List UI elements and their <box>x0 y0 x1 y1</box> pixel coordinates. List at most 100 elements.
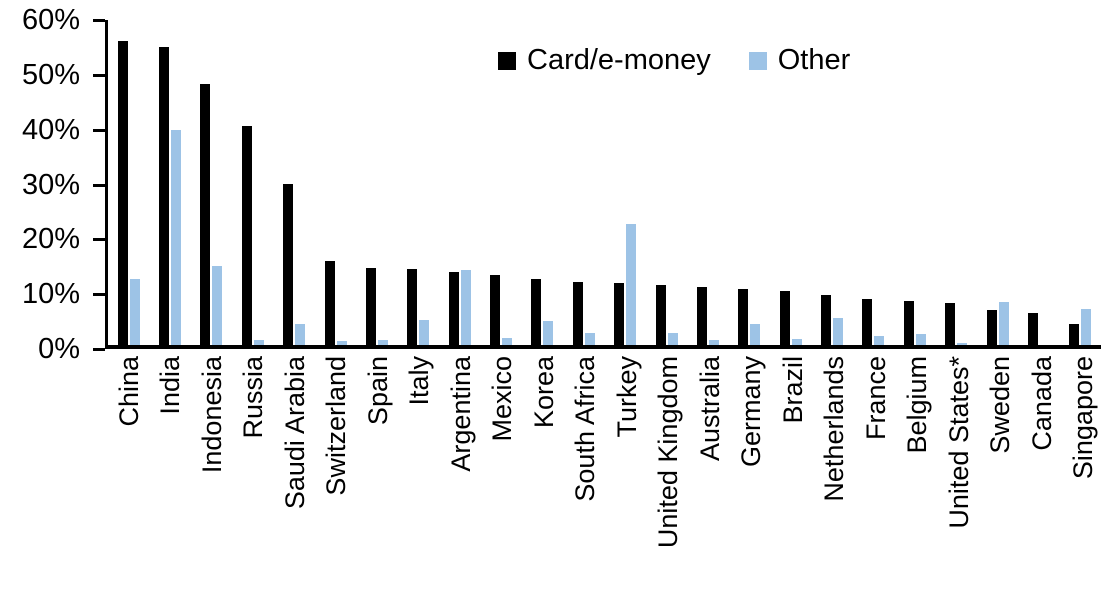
x-category-label: Brazil <box>777 356 808 424</box>
bar-other <box>791 338 802 345</box>
x-category-label: Argentina <box>445 356 476 472</box>
bar-group <box>687 20 728 345</box>
bar-card-e-money <box>365 268 376 345</box>
bar-other <box>750 323 761 345</box>
x-label-cell: Switzerland <box>316 356 358 592</box>
bar-other <box>584 332 595 345</box>
bar-other <box>957 343 968 345</box>
bar-card-e-money <box>986 309 997 345</box>
x-label-cell: Sweden <box>980 356 1022 592</box>
bar-card-e-money <box>407 268 418 345</box>
bar-card-e-money <box>448 272 459 345</box>
bar-group <box>770 20 811 345</box>
bar-group <box>149 20 190 345</box>
bar-group <box>605 20 646 345</box>
bar-group <box>853 20 894 345</box>
bar-other <box>377 339 388 345</box>
card-e-money-swatch-icon <box>498 51 516 70</box>
bar-card-e-money <box>1069 324 1080 345</box>
bar-card-e-money <box>738 288 749 345</box>
bar-group <box>439 20 480 345</box>
bar-card-e-money <box>200 83 211 345</box>
bar-other <box>998 301 1009 345</box>
bar-card-e-money <box>903 301 914 345</box>
bar-group <box>356 20 397 345</box>
x-axis: China India Indonesia Russia Saudi Arabia Swi… <box>108 356 1104 592</box>
x-category-label: Turkey <box>611 356 642 438</box>
x-label-cell: Singapore <box>1063 356 1105 592</box>
x-label-cell: India <box>150 356 192 592</box>
bar-other <box>295 323 306 345</box>
bar-card-e-money <box>241 125 252 345</box>
bar-other <box>1081 309 1092 345</box>
bar-card-e-money <box>531 278 542 345</box>
x-category-label: Canada <box>1026 356 1057 451</box>
bar-other <box>460 270 471 345</box>
x-label-cell: Belgium <box>897 356 939 592</box>
y-tick-label: 0% <box>38 333 80 365</box>
x-category-label: Belgium <box>902 356 933 454</box>
x-category-label: France <box>860 356 891 441</box>
x-label-cell: Saudi Arabia <box>274 356 316 592</box>
bar-group <box>894 20 935 345</box>
bar-card-e-money <box>862 298 873 345</box>
bar-card-e-money <box>1027 313 1038 345</box>
bar-other <box>212 266 223 345</box>
x-category-label: Sweden <box>985 356 1016 454</box>
bar-other <box>419 320 430 345</box>
plot-area <box>105 20 1101 349</box>
bar-card-e-money <box>945 302 956 345</box>
y-tick-mark <box>93 238 105 242</box>
bar-group <box>977 20 1018 345</box>
bar-other <box>543 320 554 345</box>
x-category-label: South Africa <box>570 356 601 502</box>
x-label-cell: Argentina <box>440 356 482 592</box>
x-category-label: Saudi Arabia <box>279 356 310 510</box>
bar-group <box>1060 20 1101 345</box>
x-label-cell: Canada <box>1021 356 1063 592</box>
bar-group <box>646 20 687 345</box>
x-category-label: Mexico <box>487 356 518 442</box>
bar-other <box>171 129 182 345</box>
y-tick-label: 40% <box>21 113 80 146</box>
y-axis: 60% 50% 40% 30% 20% 10% 0% <box>0 5 80 364</box>
x-category-label: United Kingdom <box>653 356 684 549</box>
x-label-cell: Australia <box>689 356 731 592</box>
x-label-cell: Spain <box>357 356 399 592</box>
x-category-label: Russia <box>238 356 269 439</box>
y-tick-mark <box>93 293 105 297</box>
bar-card-e-money <box>655 285 666 345</box>
y-tick-mark <box>93 128 105 132</box>
bar-other <box>336 340 347 345</box>
x-label-cell: Mexico <box>482 356 524 592</box>
bar-card-e-money <box>821 295 832 345</box>
y-tick-label: 60% <box>21 4 80 36</box>
bar-group <box>274 20 315 345</box>
bar-card-e-money <box>614 282 625 345</box>
y-tick-mark <box>93 73 105 77</box>
bar-group <box>108 20 149 345</box>
x-label-cell: Germany <box>731 356 773 592</box>
x-category-label: United States* <box>943 356 974 529</box>
bar-card-e-money <box>490 275 501 345</box>
legend-label-other: Other <box>777 44 851 76</box>
bar-group <box>522 20 563 345</box>
x-category-label: Korea <box>528 356 559 429</box>
legend-item-card-e-money: Card/e-money <box>498 44 711 77</box>
x-label-cell: Netherlands <box>814 356 856 592</box>
y-tick-label: 20% <box>21 223 80 256</box>
bar-other <box>874 336 885 345</box>
x-label-cell: United Kingdom <box>648 356 690 592</box>
bar-group <box>1018 20 1059 345</box>
bar-group <box>232 20 273 345</box>
bar-group <box>191 20 232 345</box>
other-swatch-icon <box>748 51 767 70</box>
x-label-cell: Korea <box>523 356 565 592</box>
bar-card-e-money <box>283 183 294 345</box>
y-tick-label: 30% <box>21 168 80 201</box>
x-label-cell: Brazil <box>772 356 814 592</box>
y-tick-mark <box>93 348 105 351</box>
legend: Card/e-money Other <box>498 44 850 77</box>
x-label-cell: Russia <box>233 356 275 592</box>
